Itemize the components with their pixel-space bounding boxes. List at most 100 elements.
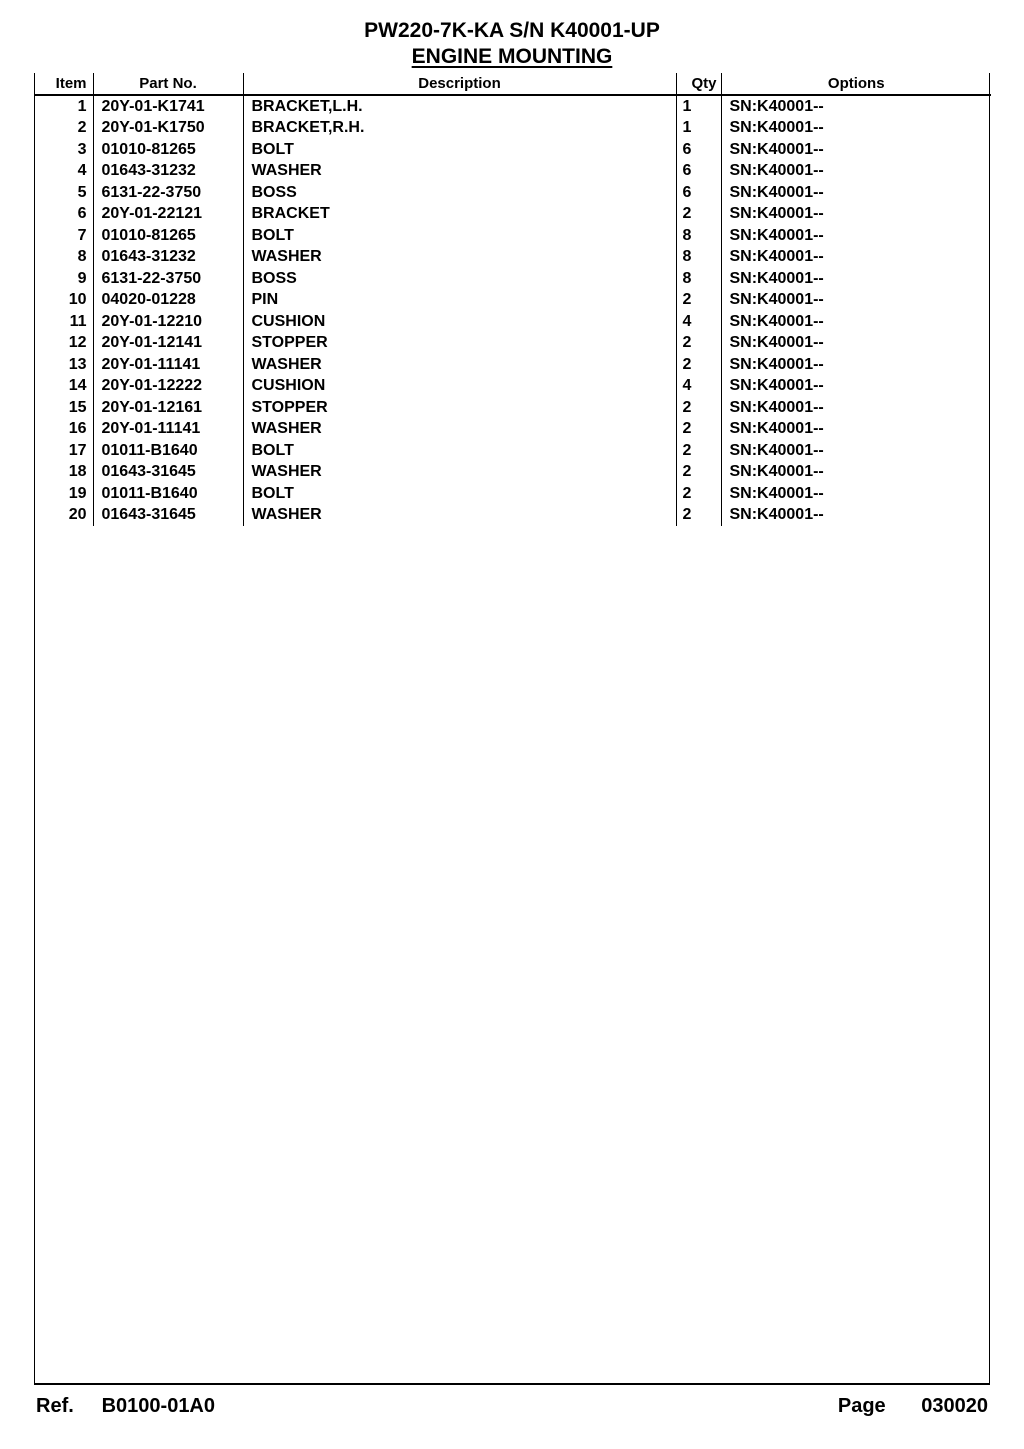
- cell-part: 20Y-01-K1750: [93, 117, 243, 139]
- cell-opt: SN:K40001--: [721, 139, 991, 161]
- parts-table: Item Part No. Description Qty Options 12…: [35, 73, 991, 526]
- table-row: 96131-22-3750BOSS8SN:K40001--: [35, 268, 991, 290]
- cell-part: 01643-31645: [93, 461, 243, 483]
- cell-opt: SN:K40001--: [721, 332, 991, 354]
- cell-opt: SN:K40001--: [721, 397, 991, 419]
- table-row: 1320Y-01-11141WASHER2SN:K40001--: [35, 354, 991, 376]
- cell-item: 6: [35, 203, 93, 225]
- cell-desc: BOLT: [243, 139, 676, 161]
- cell-part: 01643-31232: [93, 246, 243, 268]
- page-title-block: PW220-7K-KA S/N K40001-UP ENGINE MOUNTIN…: [34, 18, 990, 71]
- cell-opt: SN:K40001--: [721, 182, 991, 204]
- cell-desc: BOSS: [243, 268, 676, 290]
- col-header-part: Part No.: [93, 73, 243, 95]
- table-row: 1620Y-01-11141WASHER2SN:K40001--: [35, 418, 991, 440]
- cell-qty: 4: [676, 375, 721, 397]
- cell-qty: 2: [676, 203, 721, 225]
- parts-table-body: 120Y-01-K1741BRACKET,L.H.1SN:K40001--220…: [35, 95, 991, 526]
- cell-item: 9: [35, 268, 93, 290]
- cell-part: 20Y-01-K1741: [93, 95, 243, 118]
- cell-desc: BRACKET,L.H.: [243, 95, 676, 118]
- cell-opt: SN:K40001--: [721, 95, 991, 118]
- cell-part: 6131-22-3750: [93, 182, 243, 204]
- table-row: 2001643-31645WASHER2SN:K40001--: [35, 504, 991, 526]
- col-header-qty: Qty: [676, 73, 721, 95]
- table-row: 220Y-01-K1750BRACKET,R.H.1SN:K40001--: [35, 117, 991, 139]
- cell-item: 10: [35, 289, 93, 311]
- cell-desc: WASHER: [243, 461, 676, 483]
- cell-opt: SN:K40001--: [721, 311, 991, 333]
- cell-desc: CUSHION: [243, 375, 676, 397]
- cell-item: 7: [35, 225, 93, 247]
- cell-opt: SN:K40001--: [721, 246, 991, 268]
- cell-desc: WASHER: [243, 160, 676, 182]
- cell-qty: 8: [676, 268, 721, 290]
- table-row: 1420Y-01-12222CUSHION4SN:K40001--: [35, 375, 991, 397]
- page-footer: Ref. B0100-01A0 Page 030020: [34, 1385, 990, 1418]
- cell-desc: STOPPER: [243, 332, 676, 354]
- table-row: 301010-81265BOLT6SN:K40001--: [35, 139, 991, 161]
- cell-desc: CUSHION: [243, 311, 676, 333]
- cell-qty: 2: [676, 461, 721, 483]
- cell-desc: BRACKET: [243, 203, 676, 225]
- cell-opt: SN:K40001--: [721, 203, 991, 225]
- cell-item: 15: [35, 397, 93, 419]
- cell-desc: STOPPER: [243, 397, 676, 419]
- cell-part: 01011-B1640: [93, 440, 243, 462]
- cell-desc: BOSS: [243, 182, 676, 204]
- table-row: 56131-22-3750BOSS6SN:K40001--: [35, 182, 991, 204]
- page: PW220-7K-KA S/N K40001-UP ENGINE MOUNTIN…: [0, 0, 1024, 1449]
- cell-item: 5: [35, 182, 93, 204]
- cell-part: 20Y-01-12210: [93, 311, 243, 333]
- table-row: 1120Y-01-12210CUSHION4SN:K40001--: [35, 311, 991, 333]
- cell-opt: SN:K40001--: [721, 440, 991, 462]
- cell-item: 2: [35, 117, 93, 139]
- cell-part: 20Y-01-11141: [93, 354, 243, 376]
- cell-part: 01010-81265: [93, 139, 243, 161]
- footer-ref: Ref. B0100-01A0: [36, 1395, 215, 1418]
- cell-desc: WASHER: [243, 504, 676, 526]
- cell-part: 20Y-01-12141: [93, 332, 243, 354]
- table-row: 1520Y-01-12161STOPPER2SN:K40001--: [35, 397, 991, 419]
- cell-opt: SN:K40001--: [721, 354, 991, 376]
- cell-part: 20Y-01-11141: [93, 418, 243, 440]
- cell-qty: 4: [676, 311, 721, 333]
- table-row: 620Y-01-22121BRACKET2SN:K40001--: [35, 203, 991, 225]
- cell-part: 6131-22-3750: [93, 268, 243, 290]
- page-title-line2: ENGINE MOUNTING: [34, 44, 990, 70]
- page-title-line1: PW220-7K-KA S/N K40001-UP: [34, 18, 990, 44]
- footer-page-value: 030020: [921, 1395, 988, 1417]
- cell-desc: WASHER: [243, 246, 676, 268]
- cell-item: 17: [35, 440, 93, 462]
- table-row: 701010-81265BOLT8SN:K40001--: [35, 225, 991, 247]
- cell-opt: SN:K40001--: [721, 504, 991, 526]
- cell-item: 20: [35, 504, 93, 526]
- cell-item: 1: [35, 95, 93, 118]
- cell-part: 20Y-01-22121: [93, 203, 243, 225]
- cell-desc: BOLT: [243, 225, 676, 247]
- cell-desc: BRACKET,R.H.: [243, 117, 676, 139]
- cell-desc: BOLT: [243, 483, 676, 505]
- cell-desc: WASHER: [243, 354, 676, 376]
- cell-qty: 2: [676, 483, 721, 505]
- col-header-opt: Options: [721, 73, 991, 95]
- cell-part: 01010-81265: [93, 225, 243, 247]
- cell-item: 11: [35, 311, 93, 333]
- table-row: 1701011-B1640BOLT2SN:K40001--: [35, 440, 991, 462]
- cell-part: 04020-01228: [93, 289, 243, 311]
- cell-qty: 2: [676, 440, 721, 462]
- cell-part: 20Y-01-12161: [93, 397, 243, 419]
- cell-desc: BOLT: [243, 440, 676, 462]
- col-header-desc: Description: [243, 73, 676, 95]
- cell-qty: 6: [676, 160, 721, 182]
- cell-opt: SN:K40001--: [721, 483, 991, 505]
- cell-opt: SN:K40001--: [721, 268, 991, 290]
- parts-table-header: Item Part No. Description Qty Options: [35, 73, 991, 95]
- cell-qty: 2: [676, 504, 721, 526]
- cell-part: 01011-B1640: [93, 483, 243, 505]
- cell-qty: 1: [676, 95, 721, 118]
- cell-qty: 8: [676, 225, 721, 247]
- cell-item: 13: [35, 354, 93, 376]
- cell-qty: 2: [676, 289, 721, 311]
- cell-item: 8: [35, 246, 93, 268]
